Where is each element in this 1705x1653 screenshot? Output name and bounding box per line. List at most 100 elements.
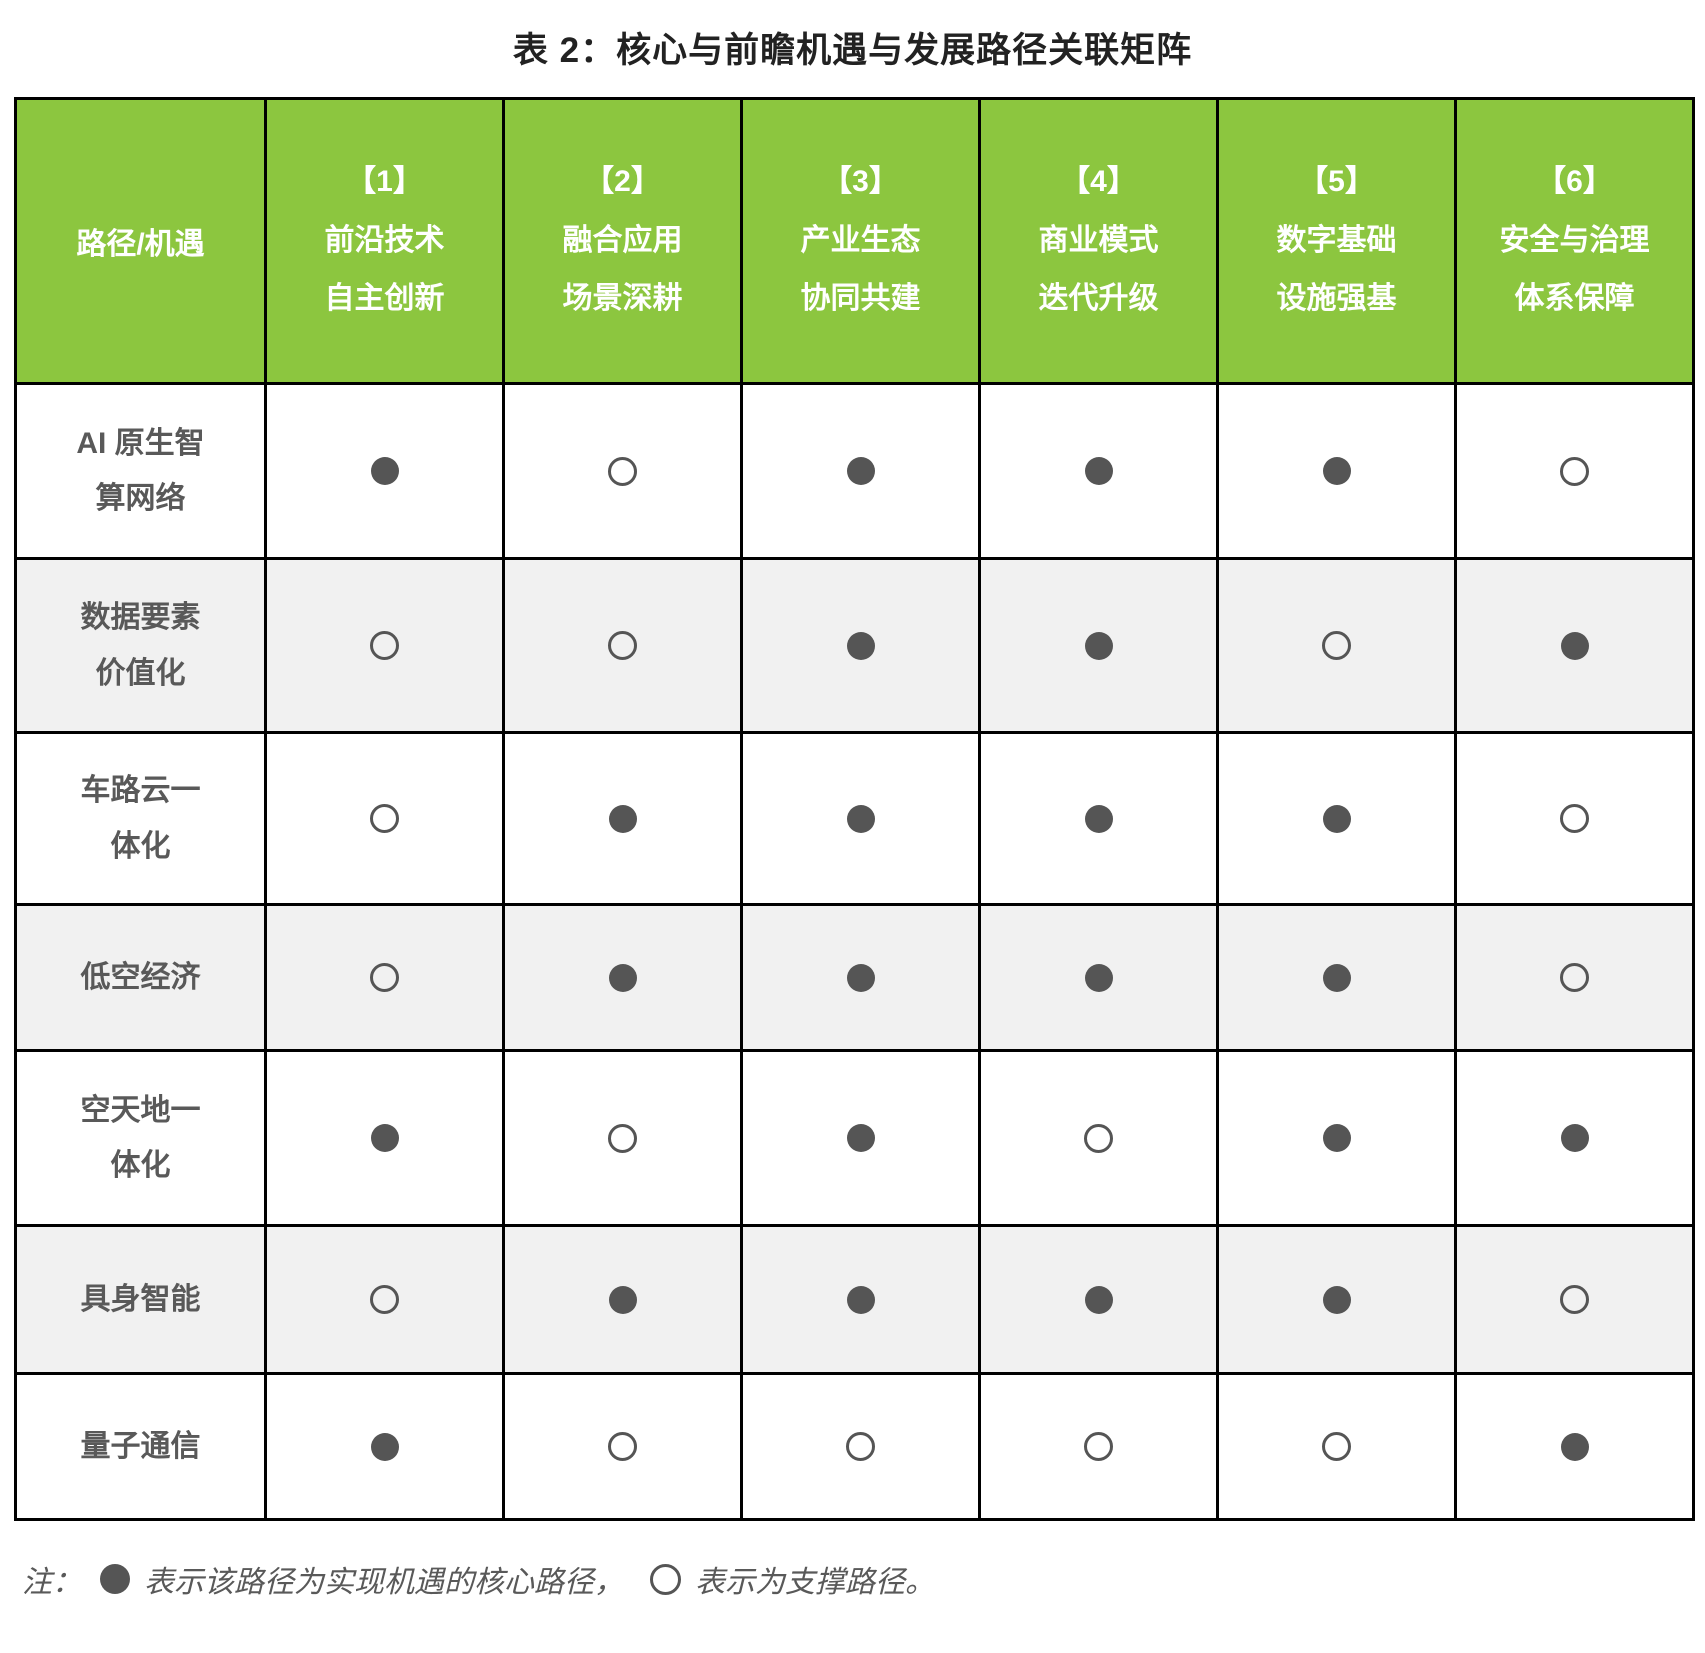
matrix-cell-r5-c6 <box>1454 1049 1695 1227</box>
matrix-cell-r6-c5 <box>1216 1224 1457 1375</box>
core-path-dot-icon <box>1560 1124 1589 1152</box>
matrix-cell-r3-c6 <box>1454 731 1695 906</box>
table-row-1: AI 原生智 算网络 <box>14 382 1695 560</box>
column-header-path-2: 【2】 融合应用 场景深耕 <box>502 97 743 385</box>
row-label: 数据要素 价值化 <box>14 557 267 734</box>
matrix-cell-r5-c5 <box>1216 1049 1457 1227</box>
matrix-cell-r4-c4 <box>978 903 1219 1052</box>
matrix-cell-r4-c5 <box>1216 903 1457 1052</box>
matrix-cell-r7-c4 <box>978 1372 1219 1521</box>
core-path-dot-icon <box>370 1432 399 1461</box>
support-path-circle-icon <box>650 1563 681 1595</box>
core-path-dot-icon <box>1084 963 1113 992</box>
core-path-dot-icon <box>1322 1124 1351 1152</box>
table-row-3: 车路云一 体化 <box>14 731 1695 906</box>
row-label: 低空经济 <box>14 903 267 1052</box>
table-row-6: 具身智能 <box>14 1224 1695 1375</box>
matrix-cell-r7-c6 <box>1454 1372 1695 1521</box>
core-path-dot-icon <box>846 963 875 992</box>
column-header-line: 数字基础 <box>1276 223 1397 257</box>
table-row-4: 低空经济 <box>14 903 1695 1052</box>
legend-support-text: 表示为支撑路径。 <box>695 1566 935 1599</box>
support-path-circle-icon <box>370 631 399 660</box>
support-path-circle-icon <box>1560 456 1589 486</box>
support-path-circle-icon <box>1322 631 1351 660</box>
support-path-circle-icon <box>370 1285 399 1314</box>
core-path-dot-icon <box>846 804 875 833</box>
row-label: AI 原生智 算网络 <box>14 382 267 560</box>
row-label: 量子通信 <box>14 1372 267 1521</box>
matrix-cell-r2-c3 <box>740 557 981 734</box>
header-row: 路径/机遇 【1】 前沿技术 自主创新 【2】 融合应用 场景深耕 【3】 产业生态 协同共建【… <box>14 97 1695 385</box>
matrix-cell-r5-c1 <box>264 1049 505 1227</box>
core-path-dot-icon <box>1322 963 1351 992</box>
matrix-cell-r3-c3 <box>740 731 981 906</box>
core-path-dot-icon <box>370 457 399 485</box>
matrix-cell-r2-c4 <box>978 557 1219 734</box>
column-header-path-5: 【5】 数字基础 设施强基 <box>1216 97 1457 385</box>
row-label: 具身智能 <box>14 1224 267 1375</box>
core-path-dot-icon <box>1560 631 1589 660</box>
column-header-line: 自主创新 <box>324 282 445 316</box>
support-path-circle-icon <box>1560 963 1589 992</box>
support-path-circle-icon <box>1560 804 1589 833</box>
legend-prefix: 注： <box>22 1566 82 1599</box>
support-path-circle-icon <box>846 1432 875 1461</box>
core-path-dot-icon <box>1322 1285 1351 1314</box>
support-path-circle-icon <box>608 1432 637 1461</box>
matrix-cell-r3-c1 <box>264 731 505 906</box>
support-path-circle-icon <box>608 631 637 660</box>
core-path-dot-icon <box>608 1285 637 1314</box>
core-path-dot-icon <box>1084 804 1113 833</box>
column-header-line: 【1】 <box>346 165 423 199</box>
core-path-dot-icon <box>1560 1432 1589 1461</box>
legend-core-text: 表示该路径为实现机遇的核心路径， <box>144 1566 624 1599</box>
matrix-cell-r5-c3 <box>740 1049 981 1227</box>
support-path-circle-icon <box>370 804 399 833</box>
core-path-dot-icon <box>846 631 875 660</box>
table-row-2: 数据要素 价值化 <box>14 557 1695 734</box>
matrix-cell-r3-c5 <box>1216 731 1457 906</box>
column-header-line: 协同共建 <box>800 282 921 316</box>
support-path-circle-icon <box>1084 1123 1113 1153</box>
column-header-line: 【6】 <box>1536 165 1613 199</box>
core-path-dot-icon <box>1084 457 1113 485</box>
column-header-line: 【2】 <box>584 165 661 199</box>
matrix-cell-r4-c6 <box>1454 903 1695 1052</box>
column-header-line: 【3】 <box>822 165 899 199</box>
matrix-cell-r2-c6 <box>1454 557 1695 734</box>
column-header-line: 安全与治理 <box>1499 223 1650 257</box>
core-path-dot-icon <box>1322 457 1351 485</box>
matrix-cell-r3-c2 <box>502 731 743 906</box>
column-header-line: 迭代升级 <box>1038 282 1159 316</box>
column-header-path-1: 【1】 前沿技术 自主创新 <box>264 97 505 385</box>
support-path-circle-icon <box>1322 1432 1351 1461</box>
corner-header-cell: 路径/机遇 <box>14 97 267 385</box>
column-header-path-6: 【6】 安全与治理 体系保障 <box>1454 97 1695 385</box>
matrix-cell-r1-c2 <box>502 382 743 560</box>
matrix-cell-r4-c2 <box>502 903 743 1052</box>
support-path-circle-icon <box>1084 1432 1113 1461</box>
core-path-dot-icon <box>100 1564 130 1594</box>
core-path-dot-icon <box>846 1285 875 1314</box>
column-header-line: 【5】 <box>1298 165 1375 199</box>
matrix-cell-r5-c4 <box>978 1049 1219 1227</box>
matrix-cell-r6-c2 <box>502 1224 743 1375</box>
row-label: 空天地一 体化 <box>14 1049 267 1227</box>
support-path-circle-icon <box>608 1123 637 1153</box>
core-path-dot-icon <box>1322 804 1351 833</box>
column-header-line: 商业模式 <box>1038 223 1159 257</box>
core-path-dot-icon <box>608 804 637 833</box>
core-path-dot-icon <box>608 963 637 992</box>
matrix-cell-r1-c5 <box>1216 382 1457 560</box>
matrix-cell-r5-c2 <box>502 1049 743 1227</box>
matrix-cell-r4-c3 <box>740 903 981 1052</box>
matrix-cell-r1-c3 <box>740 382 981 560</box>
matrix-cell-r1-c4 <box>978 382 1219 560</box>
core-path-dot-icon <box>1084 631 1113 660</box>
matrix-cell-r7-c3 <box>740 1372 981 1521</box>
table-title: 表 2：核心与前瞻机遇与发展路径关联矩阵 <box>512 31 1193 70</box>
column-header-path-3: 【3】 产业生态 协同共建 <box>740 97 981 385</box>
column-header-path-4: 【4】 商业模式 迭代升级 <box>978 97 1219 385</box>
row-label: 车路云一 体化 <box>14 731 267 906</box>
